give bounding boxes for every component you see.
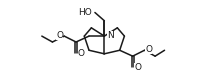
Text: O: O bbox=[78, 49, 85, 58]
Text: O: O bbox=[56, 31, 63, 40]
Text: O: O bbox=[145, 45, 152, 54]
Text: HO: HO bbox=[78, 8, 92, 17]
Text: O: O bbox=[134, 63, 141, 72]
Text: N: N bbox=[107, 31, 114, 40]
